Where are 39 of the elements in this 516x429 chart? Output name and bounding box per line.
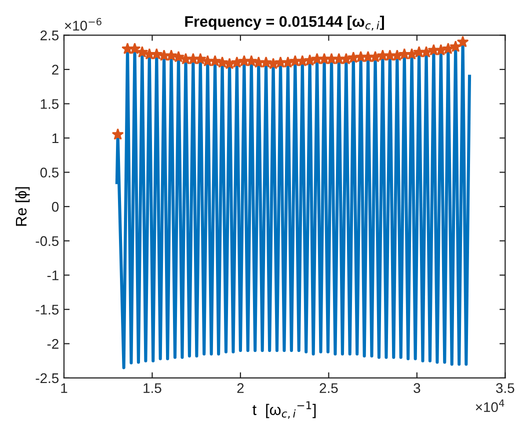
y-axis-title: Re [ϕ] <box>15 187 30 226</box>
point <box>216 56 228 68</box>
point <box>456 36 469 48</box>
x-tick-label: 2.5 <box>320 383 338 394</box>
y-tick-label: -1 <box>47 270 58 280</box>
y-tick-label: 2 <box>52 64 58 74</box>
point <box>304 54 316 66</box>
point <box>224 58 236 70</box>
x-tick-label: 1 <box>61 383 68 393</box>
point <box>369 50 382 62</box>
point <box>230 56 243 68</box>
text: ×10$^{−6}$ <box>64 18 102 31</box>
point <box>136 46 148 58</box>
y-tick-label: -1.5 <box>36 304 59 315</box>
x-tick-label: 3 <box>414 383 420 394</box>
y-tick-label: 0.5 <box>40 168 59 178</box>
point <box>172 50 184 62</box>
y-tick-label: -2 <box>47 339 58 349</box>
x-tick-label: 2 <box>237 383 244 393</box>
point <box>194 52 206 64</box>
point <box>112 128 124 140</box>
text: ×10$^{4}$ <box>476 400 504 412</box>
y-tick-label: 1.5 <box>40 99 59 109</box>
point <box>434 44 447 56</box>
point <box>391 49 404 61</box>
y-tick-label: -0.5 <box>36 236 59 246</box>
y-tick-label: 1 <box>52 133 58 144</box>
point <box>267 58 280 70</box>
y-tick-label: -2.5 <box>36 373 59 384</box>
chart-title: Frequency = 0.015144 [ω$_{c,i}$] <box>185 16 384 31</box>
x-tick-label: 3.5 <box>496 383 514 394</box>
y-tick-label: 0 <box>52 202 59 212</box>
x-tick-label: 1.5 <box>144 383 162 394</box>
y-tick-label: 2.5 <box>40 30 59 40</box>
x-axis-title: t [ω$_{c,i}$$^{−1}$] <box>252 401 316 419</box>
point <box>260 56 272 68</box>
point <box>442 42 454 54</box>
point <box>282 56 294 68</box>
point <box>420 46 432 58</box>
